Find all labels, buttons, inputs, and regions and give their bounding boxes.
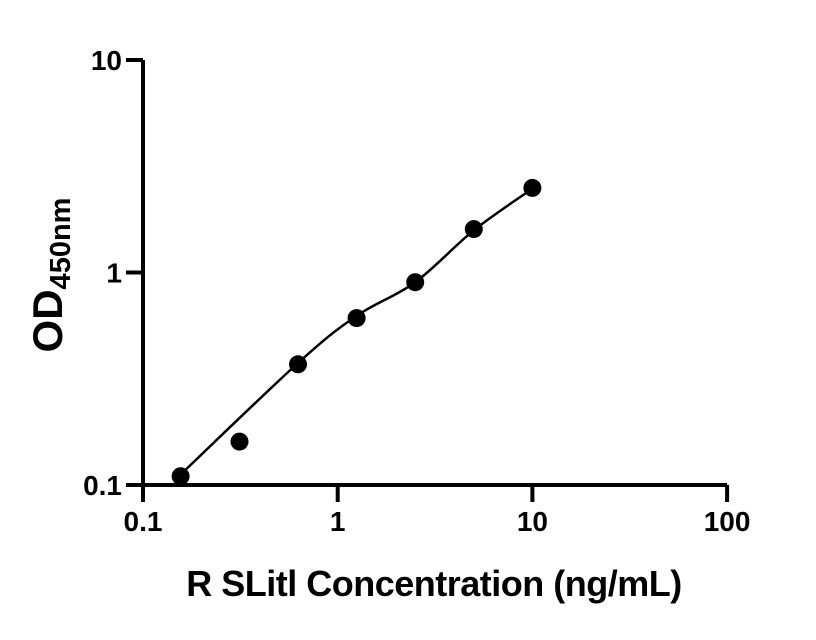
data-point [464,220,483,239]
y-axis-title: OD450nm [24,198,77,353]
data-point [289,355,307,374]
y-axis-title-main: OD [24,289,71,352]
data-point [347,309,366,328]
data-point [230,432,249,451]
data-points [171,178,542,486]
x-tick-label: 1 [330,506,346,537]
data-point [523,178,542,197]
y-tick-label: 10 [91,45,122,76]
y-axis-title-subscript: 450nm [45,198,77,290]
x-axis-title: R SLitl Concentration (ng/mL) [186,563,681,604]
y-tick-label: 0.1 [83,470,122,501]
y-tick-label: 1 [106,258,122,289]
data-point [171,467,190,486]
axis-ticks: 0.1 1 10 100 0.1 1 10 [83,45,750,537]
x-tick-label: 0.1 [124,506,163,537]
data-point [406,273,425,292]
x-tick-label: 10 [517,506,548,537]
x-tick-label: 100 [704,506,751,537]
axes [141,60,728,487]
